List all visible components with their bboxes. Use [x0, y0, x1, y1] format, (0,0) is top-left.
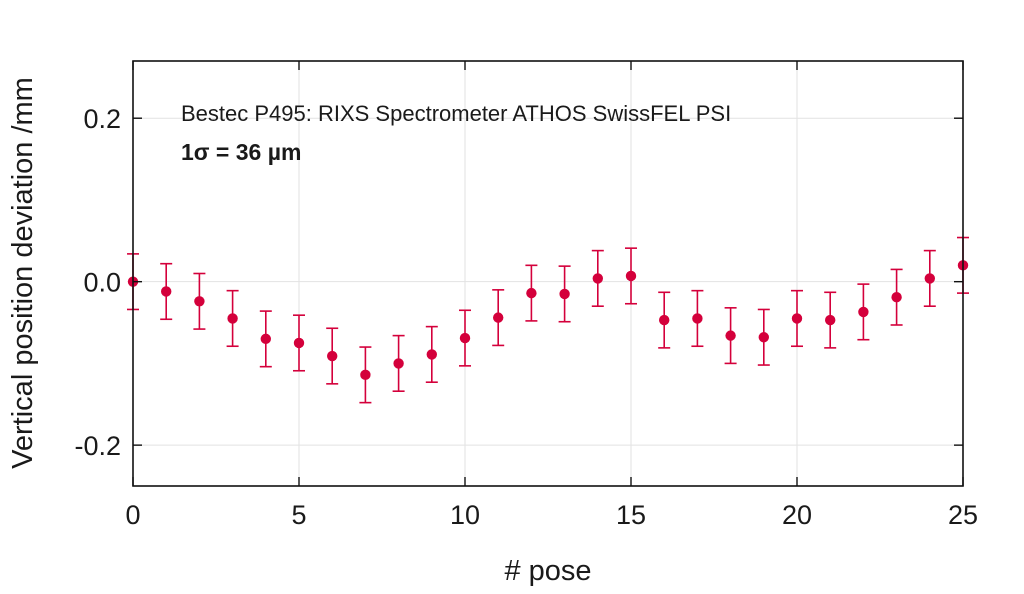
data-point — [691, 289, 704, 348]
x-tick-label: 5 — [291, 500, 306, 530]
grid-lines — [133, 61, 963, 486]
x-tick-label: 0 — [125, 500, 140, 530]
sigma-annotation: 1σ = 36 µm — [181, 139, 301, 165]
data-point — [193, 272, 206, 330]
point-marker — [758, 332, 769, 343]
tick-labels: 0 5 10 15 20 25 -0.2 0.0 0.2 — [74, 104, 978, 530]
point-marker — [592, 273, 603, 284]
point-marker — [293, 337, 305, 349]
point-marker — [825, 314, 836, 326]
point-marker — [327, 350, 338, 362]
data-point — [724, 307, 737, 365]
data-point — [857, 283, 870, 341]
point-marker — [227, 313, 238, 324]
data-point — [791, 289, 803, 348]
x-tick-label: 10 — [450, 500, 480, 530]
chart-title: Bestec P495: RIXS Spectrometer ATHOS Swi… — [181, 101, 731, 126]
data-point — [658, 291, 671, 349]
point-marker — [459, 332, 471, 344]
point-marker — [858, 306, 869, 318]
plot-frame — [132, 60, 964, 487]
point-marker — [791, 313, 803, 324]
point-marker — [625, 270, 637, 282]
data-point — [890, 268, 903, 326]
data-point — [824, 291, 837, 349]
data-point — [591, 249, 604, 307]
data-point — [326, 327, 339, 385]
data-point — [425, 325, 438, 384]
x-tick-label: 15 — [616, 500, 646, 530]
data-point — [293, 314, 305, 372]
data-point — [558, 265, 571, 323]
point-marker — [725, 330, 736, 341]
y-tick-label: -0.2 — [74, 431, 121, 461]
data-point — [459, 309, 471, 367]
x-tick-label: 20 — [782, 500, 812, 530]
point-marker — [161, 286, 172, 297]
data-point — [525, 264, 538, 322]
x-tick-label: 25 — [948, 500, 978, 530]
y-axis-title: Vertical position deviation /mm — [7, 77, 39, 469]
data-point — [259, 310, 272, 368]
point-marker — [692, 313, 703, 324]
point-marker — [526, 287, 537, 299]
point-marker — [659, 314, 670, 326]
data-point — [392, 334, 405, 392]
point-marker — [360, 369, 371, 381]
data-point — [226, 289, 239, 348]
data-series — [127, 236, 969, 404]
point-marker — [493, 312, 504, 323]
point-marker — [426, 349, 437, 360]
data-point — [359, 346, 372, 404]
point-marker — [924, 273, 935, 284]
data-point — [492, 289, 505, 347]
x-axis-title: # pose — [504, 555, 591, 587]
data-point — [160, 262, 173, 321]
point-marker — [260, 333, 271, 345]
point-marker — [559, 288, 570, 300]
data-point — [923, 249, 936, 307]
data-point — [757, 308, 770, 366]
y-tick-label: 0.0 — [83, 268, 121, 298]
data-point — [625, 247, 637, 305]
axis-ticks — [132, 61, 964, 486]
point-marker — [891, 292, 902, 303]
y-tick-label: 0.2 — [83, 104, 121, 134]
point-marker — [194, 296, 205, 307]
point-marker — [393, 358, 404, 369]
